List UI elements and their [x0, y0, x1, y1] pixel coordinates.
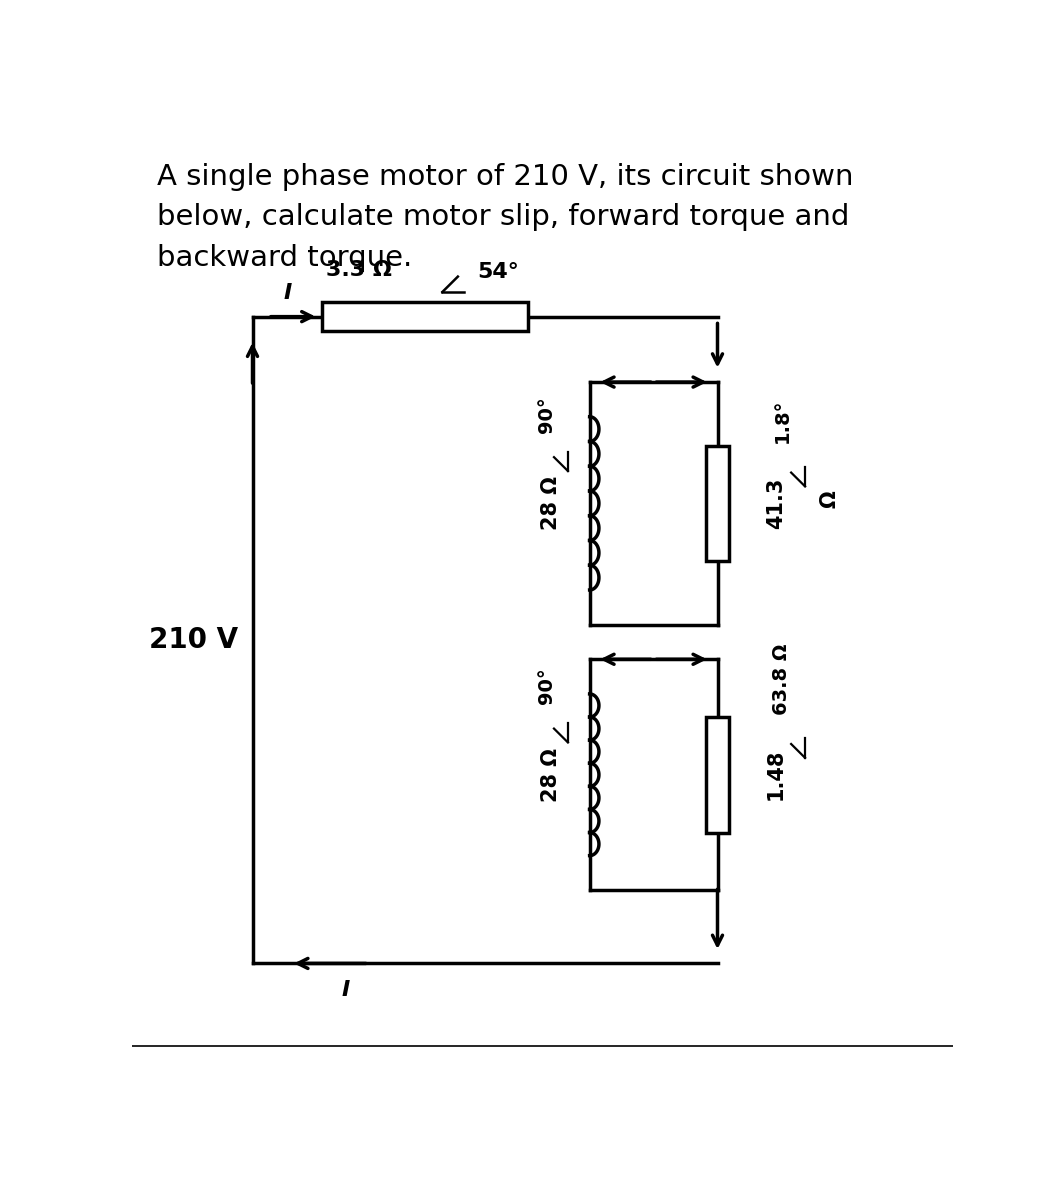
Text: backward torque.: backward torque. [157, 245, 412, 272]
Text: 90°: 90° [537, 667, 556, 704]
Text: 28 Ω: 28 Ω [541, 748, 561, 801]
Text: 28 Ω: 28 Ω [541, 476, 561, 531]
Text: below, calculate motor slip, forward torque and: below, calculate motor slip, forward tor… [157, 203, 849, 232]
Text: A single phase motor of 210 V, its circuit shown: A single phase motor of 210 V, its circu… [157, 163, 854, 190]
Text: 63.8 Ω: 63.8 Ω [772, 643, 791, 715]
Text: I: I [283, 282, 291, 303]
Bar [706, 446, 730, 561]
Text: 1.48: 1.48 [766, 749, 786, 800]
Text: Ω: Ω [820, 491, 840, 508]
Text: 90°: 90° [537, 396, 556, 433]
Text: 3.3 Ω: 3.3 Ω [326, 260, 392, 280]
Text: 41.3: 41.3 [766, 478, 786, 530]
Text: 54°: 54° [478, 262, 519, 282]
Text: 1.8°: 1.8° [772, 398, 791, 443]
Text: I: I [341, 980, 349, 1000]
Text: 210 V: 210 V [149, 626, 238, 654]
Bar [706, 717, 730, 832]
Bar [322, 301, 527, 331]
